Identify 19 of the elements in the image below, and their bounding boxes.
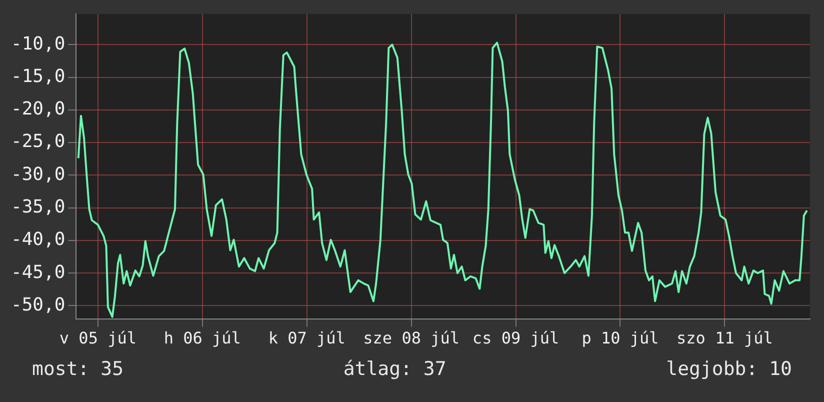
y-tick-label: -30,0 [10,164,66,185]
text: átlag: 37 [343,358,446,380]
y-tick-label: -35,0 [10,196,66,218]
y-tick-label: -20,0 [10,98,66,120]
y-tick-label: -25,0 [10,131,66,152]
x-tick-label: v 05 júl [59,328,136,348]
x-tick-label: p 10 júl [582,328,659,348]
y-tick-label: -15,0 [10,66,66,87]
x-tick-label: sze 08 júl [363,328,460,348]
x-tick-label: cs 09 júl [472,328,560,348]
y-tick-label: -10,0 [10,33,66,54]
text: legjobb: 10 [666,358,792,380]
x-tick-label: szo 11 júl [676,328,773,348]
y-tick-label: -45,0 [10,262,66,283]
x-tick-label: k 07 júl [268,328,346,348]
x-tick-label: h 06 júl [164,328,241,348]
text: most: 35 [32,358,124,380]
y-tick-label: -50,0 [10,294,66,316]
y-tick-label: -40,0 [10,229,66,250]
